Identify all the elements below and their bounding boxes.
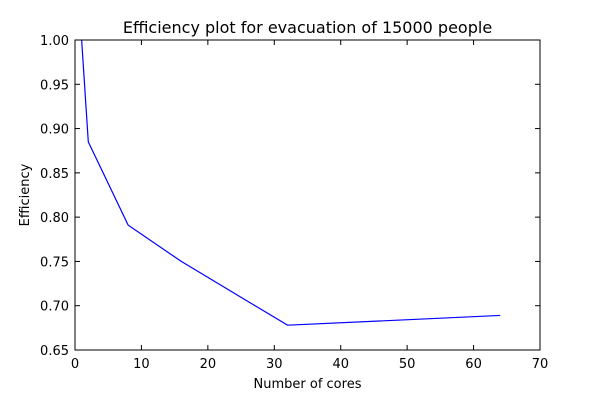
x-tick-label: 30 [266,357,283,372]
x-tick-label: 10 [133,357,150,372]
y-tick-label: 0.70 [40,300,69,315]
y-tick-label: 0.95 [40,78,69,93]
y-axis: 0.65 0.70 0.75 0.80 0.85 0.90 0.95 1.00 [40,34,540,359]
chart-title: Efficiency plot for evacuation of 15000 … [123,18,492,37]
series-line-0 [81,40,501,326]
x-tick-label: 0 [71,357,79,372]
y-tick-label: 0.90 [40,123,69,138]
x-tick-label: 50 [399,357,416,372]
x-axis: 0 10 20 30 40 50 60 70 [71,40,548,372]
plot-frame [74,39,541,351]
x-tick-label: 20 [200,357,217,372]
y-tick-label: 0.65 [40,344,69,359]
y-tick-label: 0.85 [40,167,69,182]
y-tick-label: 0.75 [40,255,69,270]
x-axis-label: Number of cores [254,377,362,392]
y-axis-label: Efficiency [18,163,33,226]
x-tick-label: 70 [532,357,549,372]
plot-content [81,40,501,326]
y-tick-label: 1.00 [40,34,69,49]
x-tick-label: 60 [465,357,482,372]
y-tick-label: 0.80 [40,211,69,226]
x-tick-label: 40 [332,357,349,372]
